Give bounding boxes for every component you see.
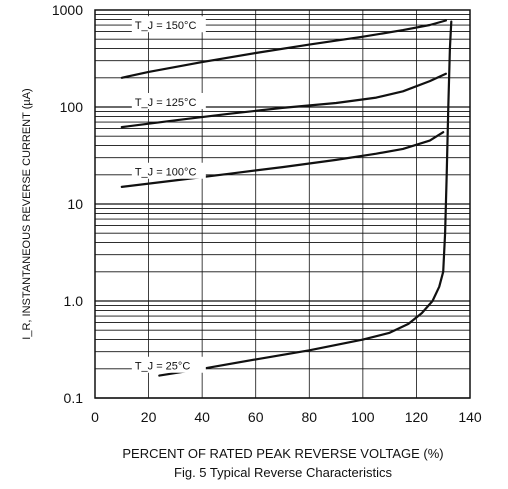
y-tick-label: 1.0 (64, 293, 84, 309)
series-label: T_J = 25°C (135, 361, 191, 373)
x-tick-label: 0 (91, 409, 99, 425)
x-tick-label: 20 (141, 409, 157, 425)
x-tick-label: 40 (194, 409, 210, 425)
x-tick-label: 100 (351, 409, 375, 425)
series-label: T_J = 150°C (135, 20, 197, 32)
y-tick-label: 100 (60, 99, 84, 115)
x-tick-label: 140 (458, 409, 482, 425)
y-axis-title: I_R, INSTANTANEOUS REVERSE CURRENT (µA) (21, 88, 33, 339)
x-tick-label: 120 (405, 409, 429, 425)
y-tick-label: 1000 (52, 2, 83, 18)
series-label: T_J = 100°C (135, 167, 197, 179)
chart-title: Fig. 5 Typical Reverse Characteristics (174, 465, 392, 480)
series-label: T_J = 125°C (135, 97, 197, 109)
x-tick-label: 60 (248, 409, 264, 425)
y-tick-label: 0.1 (64, 390, 84, 406)
grid-lines (95, 10, 470, 398)
x-tick-label: 80 (301, 409, 317, 425)
series-lines: T_J = 150°C T_J = 125°C T_J = 100°C T_J = 2… (122, 16, 452, 375)
x-axis-title: PERCENT OF RATED PEAK REVERSE VOLTAGE (%… (122, 446, 443, 461)
y-tick-label: 10 (67, 196, 83, 212)
